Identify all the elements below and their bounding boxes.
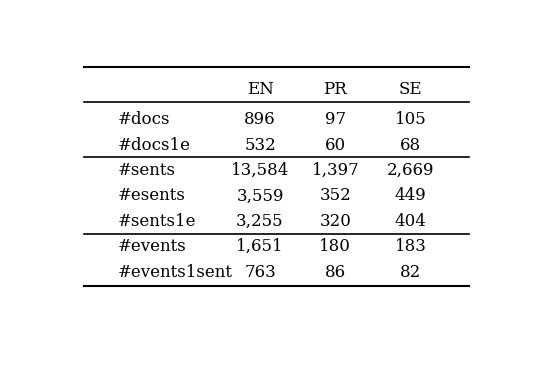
Text: #docs1e: #docs1e xyxy=(118,137,191,154)
Text: #events: #events xyxy=(118,238,186,255)
Text: 352: 352 xyxy=(320,187,351,204)
Text: 1,397: 1,397 xyxy=(312,162,359,179)
Text: 763: 763 xyxy=(244,263,276,281)
Text: 68: 68 xyxy=(400,137,421,154)
Text: #esents: #esents xyxy=(118,187,186,204)
Text: 2,669: 2,669 xyxy=(387,162,434,179)
Text: 86: 86 xyxy=(325,263,346,281)
Text: 320: 320 xyxy=(319,213,352,230)
Text: 896: 896 xyxy=(244,111,276,128)
Text: 532: 532 xyxy=(244,137,276,154)
Text: 404: 404 xyxy=(395,213,427,230)
Text: 183: 183 xyxy=(395,238,427,255)
Text: 97: 97 xyxy=(325,111,346,128)
Text: #sents1e: #sents1e xyxy=(118,213,196,230)
Text: 449: 449 xyxy=(395,187,427,204)
Text: 3,255: 3,255 xyxy=(236,213,284,230)
Text: #sents: #sents xyxy=(118,162,176,179)
Text: 82: 82 xyxy=(400,263,421,281)
Text: 1,651: 1,651 xyxy=(236,238,284,255)
Text: 180: 180 xyxy=(319,238,352,255)
Text: SE: SE xyxy=(399,81,422,99)
Text: 60: 60 xyxy=(325,137,346,154)
Text: EN: EN xyxy=(247,81,273,99)
Text: #docs: #docs xyxy=(118,111,170,128)
Text: #events1sent: #events1sent xyxy=(118,263,233,281)
Text: 3,559: 3,559 xyxy=(237,187,284,204)
Text: 13,584: 13,584 xyxy=(231,162,289,179)
Text: PR: PR xyxy=(323,81,347,99)
Text: 105: 105 xyxy=(395,111,427,128)
